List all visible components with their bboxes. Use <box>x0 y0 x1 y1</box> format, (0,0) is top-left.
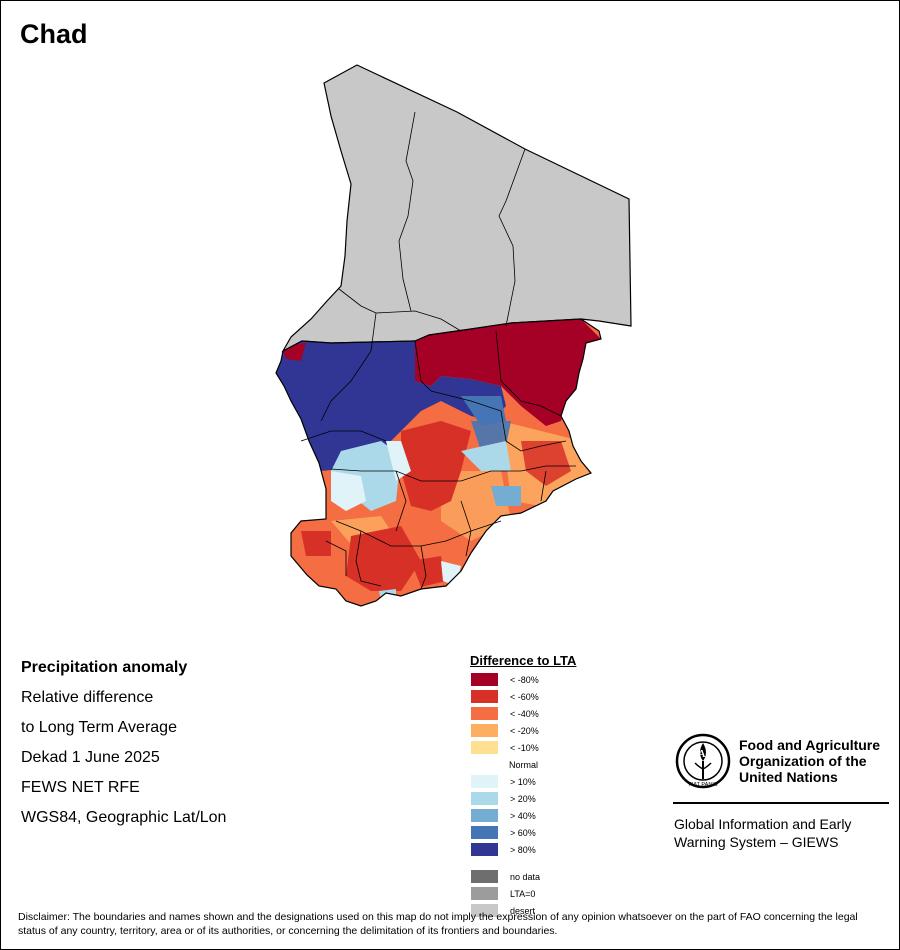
legend-row: > 40% <box>470 808 640 825</box>
legend-row: > 10% <box>470 774 640 791</box>
info-line-relative: Relative difference <box>21 689 154 706</box>
legend-label: > 20% <box>510 794 536 804</box>
legend-extra-label: no data <box>510 872 541 882</box>
anomaly-raster <box>276 319 601 606</box>
legend-swatch <box>471 792 498 805</box>
south-boundary <box>275 318 602 607</box>
desert-region <box>281 64 632 353</box>
legend-extra-row: no data <box>470 869 640 886</box>
legend-label: > 60% <box>510 828 536 838</box>
info-line-source: FEWS NET RFE <box>21 779 140 796</box>
admin-boundaries <box>300 111 576 590</box>
legend-label: > 10% <box>510 777 536 787</box>
fao-logo-letters: FAO <box>693 749 714 760</box>
legend-swatch <box>471 775 498 788</box>
legend-row: Normal <box>470 757 640 774</box>
legend-label: < -20% <box>510 726 539 736</box>
legend-label: Normal <box>509 760 539 770</box>
legend: Difference to LTA < -80% < -60% < -40% < -2… <box>470 653 640 859</box>
legend-title: Difference to LTA <box>470 653 577 668</box>
legend-swatch <box>471 741 498 754</box>
legend-swatch <box>471 758 498 771</box>
legend-label: > 80% <box>510 845 536 855</box>
legend-label: > 40% <box>510 811 536 821</box>
legend-swatch <box>471 673 498 686</box>
giews-name: Global Information and Early Warning Sys… <box>674 816 852 850</box>
legend-label: < -80% <box>510 675 539 685</box>
legend-row: < -20% <box>470 723 640 740</box>
legend-extra-label: LTA=0 <box>510 889 536 899</box>
fao-divider <box>673 802 889 804</box>
legend-label: < -40% <box>510 709 539 719</box>
info-heading: Precipitation anomaly <box>21 659 188 676</box>
info-line-projection: WGS84, Geographic Lat/Lon <box>21 809 227 826</box>
legend-extra-row: LTA=0 <box>470 886 640 903</box>
legend-extra: no data LTA=0 desert <box>470 869 640 920</box>
map-title: Chad <box>20 19 88 49</box>
legend-row: < -80% <box>470 672 640 689</box>
legend-extra-swatch <box>471 870 498 883</box>
legend-row: < -40% <box>470 706 640 723</box>
info-line-lta: to Long Term Average <box>21 719 177 736</box>
legend-row: > 80% <box>470 842 640 859</box>
fao-org-name: Food and Agriculture Organization of the… <box>739 737 881 785</box>
legend-label: < -60% <box>510 692 539 702</box>
legend-swatch <box>471 690 498 703</box>
fao-logo-icon: FAO FIAT PANIS <box>675 733 731 789</box>
fao-logo-motto: FIAT PANIS <box>688 782 717 788</box>
legend-extra-swatch <box>471 904 498 917</box>
legend-row: > 60% <box>470 825 640 842</box>
legend-rows: < -80% < -60% < -40% < -20% < -10% Normal > 10… <box>470 672 640 859</box>
legend-swatch <box>471 843 498 856</box>
legend-swatch <box>471 809 498 822</box>
legend-swatch <box>471 826 498 839</box>
disclaimer: Disclaimer: The boundaries and names sho… <box>18 911 858 937</box>
legend-extra-row: desert <box>470 903 640 920</box>
legend-row: > 20% <box>470 791 640 808</box>
legend-extra-swatch <box>471 887 498 900</box>
legend-swatch <box>471 707 498 720</box>
map-info: Precipitation anomaly Relative differenc… <box>21 658 421 838</box>
legend-swatch <box>471 724 498 737</box>
legend-row: < -60% <box>470 689 640 706</box>
legend-label: < -10% <box>510 743 539 753</box>
legend-row: < -10% <box>470 740 640 757</box>
legend-extra-label: desert <box>510 906 536 916</box>
info-line-period: Dekad 1 June 2025 <box>21 749 160 766</box>
